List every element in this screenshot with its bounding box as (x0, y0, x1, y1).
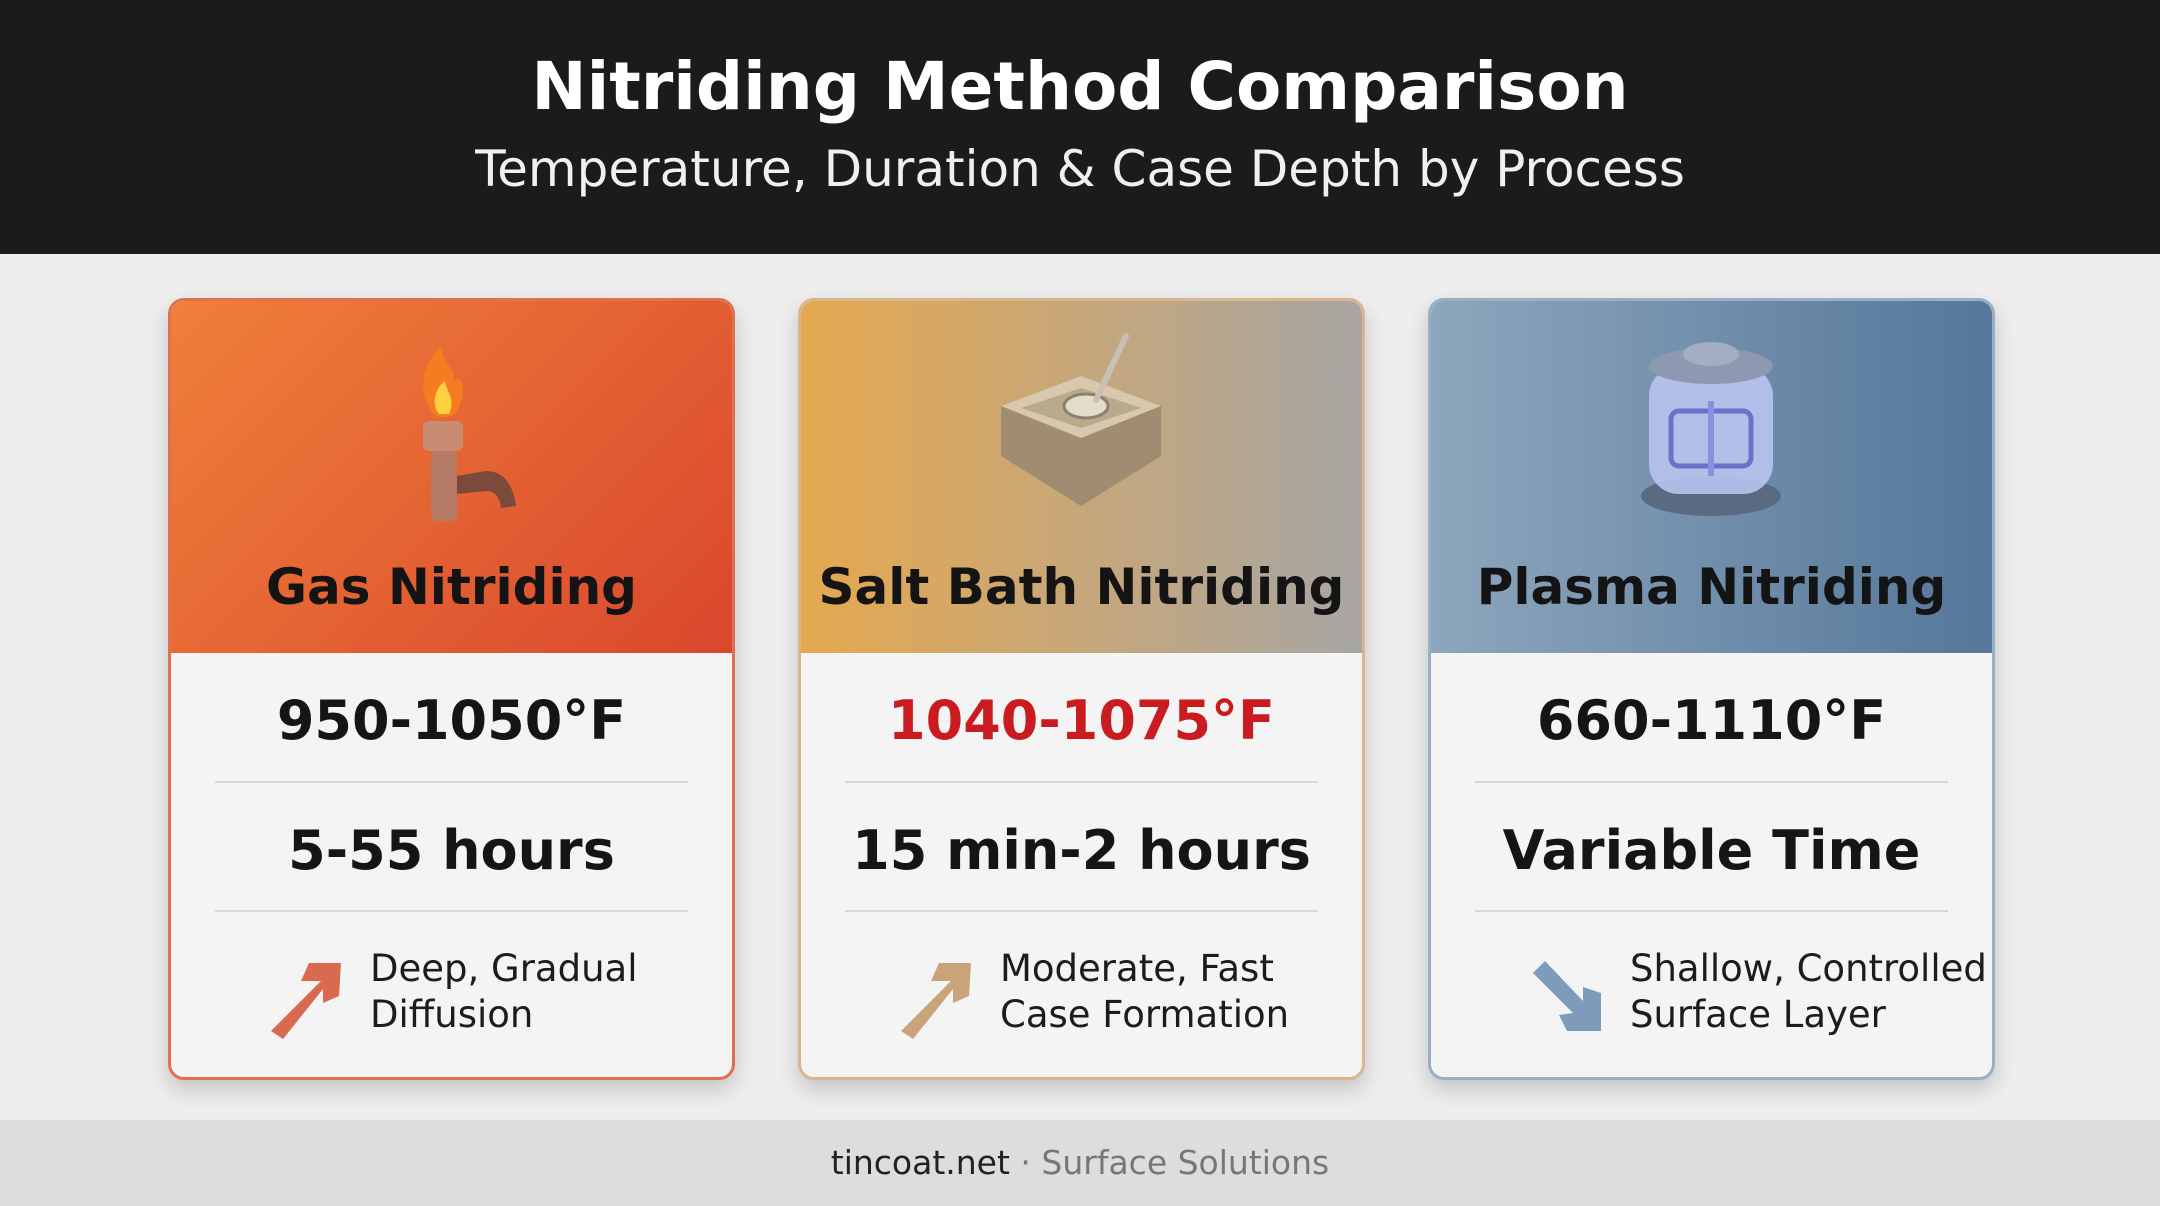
card-title: Gas Nitriding (266, 558, 637, 616)
depth-line: Case Formation (1000, 993, 1290, 1036)
case-depth: Deep, Gradual Diffusion (370, 946, 637, 1038)
depth-line: Moderate, Fast (1000, 947, 1274, 990)
divider (1475, 910, 1948, 912)
card: Salt Bath Nitriding 1040-1075°F 15 min-2… (798, 298, 1365, 1080)
depth-line: Surface Layer (1630, 993, 1886, 1036)
card-title: Plasma Nitriding (1476, 558, 1947, 616)
card-header: Gas Nitriding (171, 301, 732, 653)
case-depth: Moderate, Fast Case Formation (1000, 946, 1289, 1038)
duration: 15 min-2 hours (852, 819, 1311, 882)
divider (215, 910, 688, 912)
depth-line: Diffusion (370, 993, 534, 1036)
icon (1641, 342, 1781, 516)
icon (423, 346, 516, 521)
title: Nitriding Method Comparison (531, 48, 1629, 125)
temperature: 1040-1075°F (888, 689, 1275, 752)
duration: Variable Time (1502, 819, 1921, 882)
icon (1001, 333, 1161, 506)
case-depth: Shallow, Controlled Surface Layer (1630, 946, 1987, 1038)
card: Gas Nitriding 950-1050°F 5-55 hours Deep… (168, 298, 735, 1080)
footer: tincoat.net · Surface Solutions (0, 1120, 2160, 1206)
card: Plasma Nitriding 660-1110°F Variable Tim… (1428, 298, 1995, 1080)
card-title: Salt Bath Nitriding (818, 558, 1345, 616)
arrow-icon (271, 963, 341, 1039)
divider (845, 910, 1318, 912)
subtitle: Temperature, Duration & Case Depth by Pr… (475, 140, 1685, 198)
card-header: Salt Bath Nitriding (801, 301, 1362, 653)
arrow-icon (901, 963, 971, 1039)
card-header: Plasma Nitriding (1431, 301, 1992, 653)
temperature: 660-1110°F (1536, 689, 1887, 752)
depth-line: Shallow, Controlled (1630, 947, 1987, 990)
footer-site: tincoat.net (830, 1143, 1010, 1182)
divider (215, 781, 688, 783)
header: Nitriding Method Comparison Temperature,… (0, 0, 2160, 254)
divider (1475, 781, 1948, 783)
duration: 5-55 hours (288, 819, 615, 882)
arrow-icon (1533, 961, 1601, 1031)
footer-tagline: · Surface Solutions (1020, 1143, 1330, 1182)
temperature: 950-1050°F (276, 689, 627, 752)
depth-line: Deep, Gradual (370, 947, 638, 990)
divider (845, 781, 1318, 783)
